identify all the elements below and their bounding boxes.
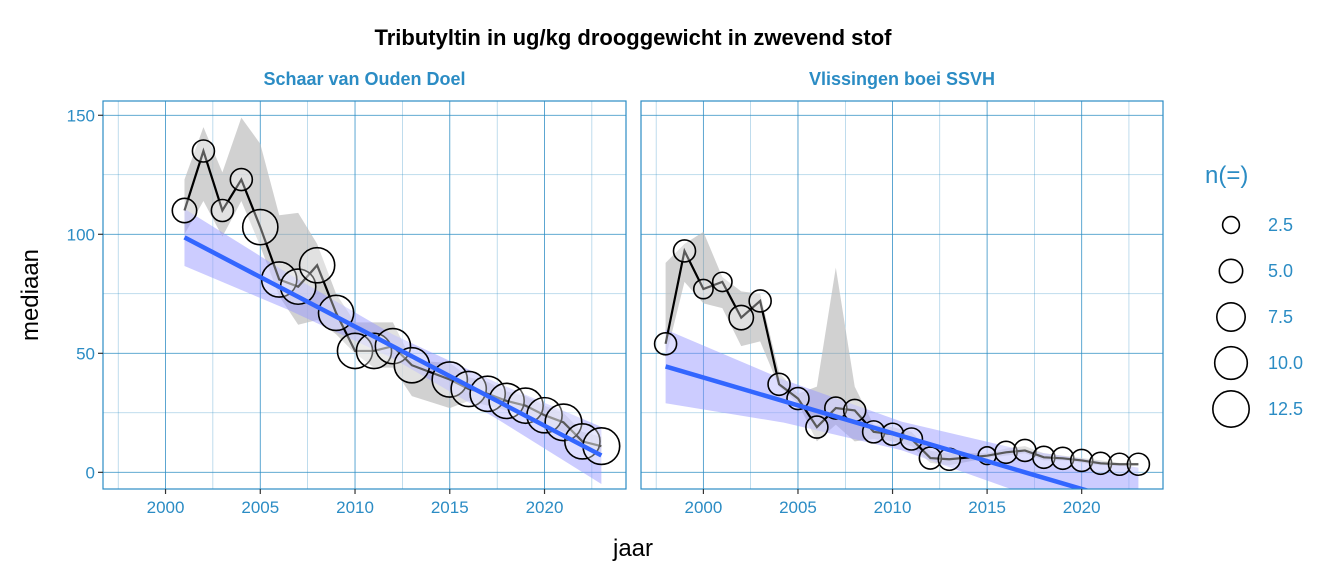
trend-line — [183, 235, 603, 458]
legend-title: n(=) — [1205, 162, 1248, 189]
data-point — [1032, 445, 1056, 470]
plot-area — [171, 117, 621, 485]
legend-key-circle — [1221, 215, 1241, 235]
legend-label: 7.5 — [1268, 307, 1293, 327]
data-point — [336, 332, 374, 370]
data-point — [672, 239, 697, 263]
x-tick-label: 2010 — [336, 498, 374, 517]
data-point — [191, 139, 216, 163]
data-point — [171, 197, 198, 224]
legend-key-circle — [1212, 390, 1250, 428]
legend-key-circle — [1218, 258, 1244, 284]
panel-title: Schaar van Ouden Doel — [263, 69, 465, 89]
data-point — [1126, 452, 1151, 477]
legend-label: 12.5 — [1268, 399, 1303, 419]
data-point — [1050, 446, 1075, 471]
x-tick-label: 2020 — [1063, 498, 1101, 517]
data-point — [210, 198, 235, 223]
data-point — [653, 331, 678, 356]
data-point — [918, 446, 943, 470]
data-point — [748, 289, 772, 313]
data-point — [994, 440, 1018, 465]
plot-area — [653, 231, 1151, 489]
y-tick-label: 0 — [86, 463, 95, 482]
y-tick-label: 100 — [67, 225, 95, 244]
chart-title: Tributyltin in ug/kg drooggewicht in zwe… — [375, 25, 893, 50]
data-point — [805, 415, 829, 439]
data-point — [229, 167, 254, 192]
x-tick-label: 2010 — [874, 498, 912, 517]
data-point — [1088, 451, 1113, 476]
panel-1: Schaar van Ouden Doel 2000 2005 2010 2015 202… — [67, 69, 627, 517]
data-point — [711, 271, 733, 293]
x-tick-label: 2020 — [526, 498, 564, 517]
legend-label: 10.0 — [1268, 353, 1303, 373]
data-point — [582, 427, 621, 466]
data-point — [1107, 452, 1132, 477]
data-point — [1069, 448, 1094, 473]
legend: n(=) 2.5 5.0 7.5 10.0 12.5 — [1205, 162, 1303, 428]
trend-ribbon — [665, 329, 1139, 489]
x-tick-label: 2015 — [968, 498, 1006, 517]
panel-2: Vlissingen boei SSVH 2000 2005 2010 2015 2020 — [640, 69, 1164, 517]
data-point — [241, 208, 279, 246]
panel-title: Vlissingen boei SSVH — [809, 69, 995, 89]
data-point — [728, 304, 755, 331]
x-tick-label: 2000 — [684, 498, 722, 517]
legend-key-circle — [1213, 345, 1249, 381]
data-ribbon — [665, 231, 1139, 466]
x-axis-label: jaar — [612, 535, 653, 562]
data-point — [767, 372, 791, 397]
data-line — [183, 147, 602, 448]
data-point — [692, 278, 714, 300]
y-tick-label: 150 — [67, 106, 95, 125]
panel-border — [640, 100, 1164, 490]
panel-border — [102, 100, 627, 490]
x-tick-label: 2015 — [431, 498, 469, 517]
trend-line — [664, 364, 1090, 489]
legend-key-circle — [1216, 302, 1246, 332]
legend-label: 5.0 — [1268, 261, 1293, 281]
x-tick-label: 2005 — [241, 498, 279, 517]
panels: Schaar van Ouden Doel 2000 2005 2010 2015 202… — [67, 69, 1164, 517]
x-tick-label: 2000 — [147, 498, 185, 517]
x-tick-label: 2005 — [779, 498, 817, 517]
data-point — [298, 246, 336, 284]
legend-label: 2.5 — [1268, 215, 1293, 235]
y-axis-label: mediaan — [17, 249, 44, 341]
y-tick-label: 50 — [76, 344, 95, 363]
